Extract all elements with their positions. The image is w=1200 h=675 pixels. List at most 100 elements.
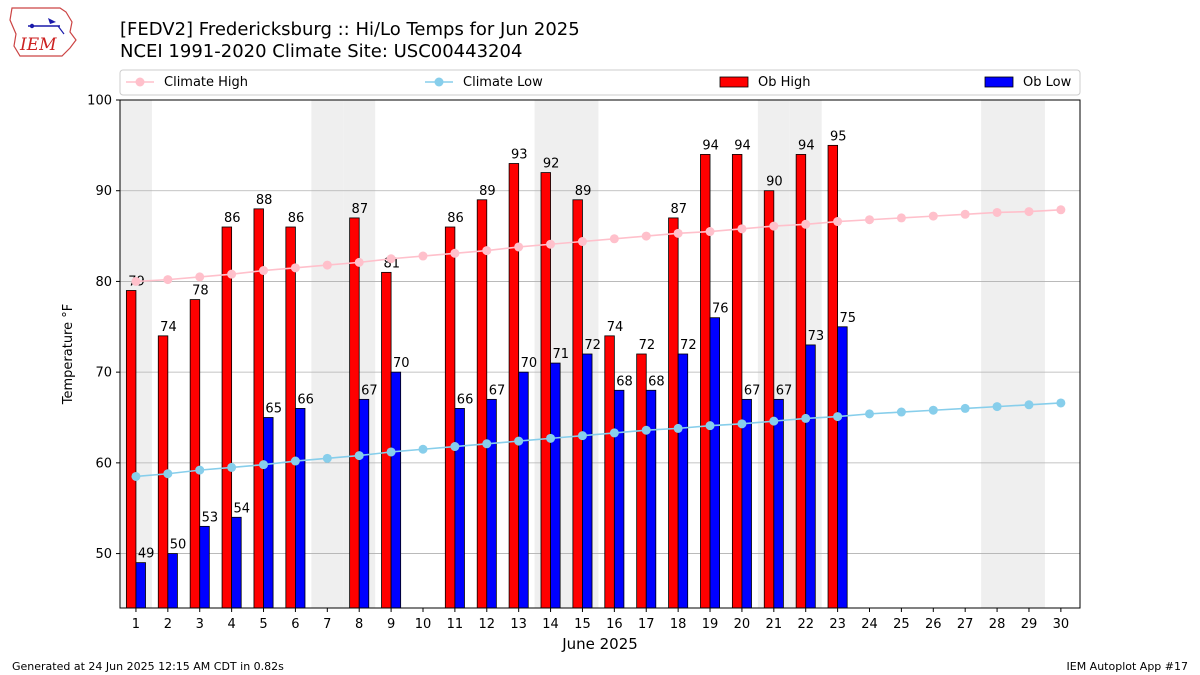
climate-high-point-19 xyxy=(705,227,715,237)
ob-low-label-5: 65 xyxy=(265,402,282,417)
plot-frame xyxy=(119,99,1081,609)
ob-high-label-16: 74 xyxy=(607,320,624,335)
climate-low-point-16 xyxy=(609,428,619,438)
ob-low-bar-6 xyxy=(295,408,306,609)
ob-low-bar-16 xyxy=(613,389,625,609)
climate-high-point-5 xyxy=(259,266,269,276)
x-tick-label-25: 25 xyxy=(893,617,910,632)
climate-low-point-10 xyxy=(418,444,428,454)
x-tick-label-1: 1 xyxy=(132,617,140,632)
ob-high-bar-19 xyxy=(700,154,711,609)
ob-low-label-14: 71 xyxy=(552,347,569,362)
climate-low-point-7 xyxy=(322,453,332,463)
climate-high-point-27 xyxy=(960,209,970,219)
x-tick-label-27: 27 xyxy=(957,617,974,632)
legend-climate-high: Climate High xyxy=(126,75,248,90)
legend-ob-high: Ob High xyxy=(719,75,811,90)
climate-low-point-12 xyxy=(482,439,492,449)
climate-high-point-26 xyxy=(928,211,938,221)
ob-low-label-20: 67 xyxy=(744,383,761,398)
ob-high-bar-14 xyxy=(540,172,551,609)
ob-low-bar-21 xyxy=(773,398,784,609)
climate-high-point-12 xyxy=(482,246,492,256)
chart-title: [FEDV2] Fredericksburg :: Hi/Lo Temps fo… xyxy=(120,19,580,40)
climate-low-point-26 xyxy=(928,405,938,415)
x-tick-label-28: 28 xyxy=(989,617,1006,632)
ob-low-bar-2 xyxy=(167,553,178,609)
climate-high-point-3 xyxy=(195,272,205,282)
climate-low-point-13 xyxy=(514,436,524,446)
x-tick-label-24: 24 xyxy=(861,617,878,632)
x-tick-label-13: 13 xyxy=(510,617,527,632)
climate-high-point-8 xyxy=(354,257,364,267)
climate-low-point-15 xyxy=(577,431,587,441)
x-tick-label-5: 5 xyxy=(259,617,267,632)
climate-high-point-23 xyxy=(833,217,843,227)
climate-high-point-29 xyxy=(1024,207,1034,217)
ob-high-bar-6 xyxy=(285,226,296,609)
ob-low-bar-14 xyxy=(550,362,561,609)
ob-high-label-15: 89 xyxy=(575,184,592,199)
ob-low-label-11: 66 xyxy=(457,392,474,407)
ob-low-label-18: 72 xyxy=(680,338,697,353)
ob-high-label-22: 94 xyxy=(798,138,815,153)
y-tick-label-80: 80 xyxy=(95,275,112,290)
climate-high-point-25 xyxy=(896,213,906,223)
ob-high-label-18: 87 xyxy=(670,202,687,217)
x-tick-label-20: 20 xyxy=(734,617,751,632)
ob-low-bar-20 xyxy=(741,398,752,609)
ob-high-label-20: 94 xyxy=(734,138,751,153)
ob-low-label-15: 72 xyxy=(584,338,601,353)
x-tick-label-11: 11 xyxy=(447,617,464,632)
ob-high-bar-15 xyxy=(572,199,583,609)
climate-high-point-4 xyxy=(227,269,237,279)
climate-high-point-9 xyxy=(386,254,396,264)
ob-high-bar-17 xyxy=(636,353,647,609)
x-tick-label-14: 14 xyxy=(542,617,559,632)
climate-low-point-24 xyxy=(865,409,875,419)
ob-low-bar-17 xyxy=(645,389,657,609)
ob-low-label-1: 49 xyxy=(138,547,155,562)
y-tick-label-100: 100 xyxy=(87,94,112,109)
ob-high-label-13: 93 xyxy=(511,148,528,163)
climate-low-point-14 xyxy=(546,433,556,443)
climate-high-point-28 xyxy=(992,207,1002,217)
legend-label-ob-high: Ob High xyxy=(758,75,811,90)
x-tick-label-26: 26 xyxy=(925,617,942,632)
ob-low-bar-12 xyxy=(486,398,497,609)
ob-high-label-23: 95 xyxy=(830,129,847,144)
climate-high-point-21 xyxy=(769,221,779,231)
x-tick-label-19: 19 xyxy=(702,617,719,632)
ob-low-bar-18 xyxy=(677,353,689,609)
climate-low-point-25 xyxy=(896,407,906,417)
climate-high-point-20 xyxy=(737,224,747,234)
ob-low-bar-8 xyxy=(358,398,370,609)
x-tick-label-4: 4 xyxy=(227,617,235,632)
x-tick-label-3: 3 xyxy=(196,617,204,632)
ob-low-bar-3 xyxy=(199,525,210,609)
ob-high-bar-18 xyxy=(668,217,679,609)
ob-low-label-21: 67 xyxy=(776,383,793,398)
weekend-band-7 xyxy=(311,100,344,608)
climate-low-line xyxy=(135,402,1061,478)
climate-low-point-30 xyxy=(1056,398,1066,408)
legend-label-ob-low: Ob Low xyxy=(1023,75,1072,90)
climate-low-point-17 xyxy=(641,425,651,435)
climate-low-point-5 xyxy=(259,460,269,470)
climate-low-point-27 xyxy=(960,403,970,413)
climate-high-point-1 xyxy=(131,276,141,286)
y-tick-label-50: 50 xyxy=(95,547,112,562)
ob-low-label-12: 67 xyxy=(489,383,506,398)
ob-low-label-19: 76 xyxy=(712,302,729,317)
x-tick-label-15: 15 xyxy=(574,617,591,632)
ob-high-bar-3 xyxy=(189,299,201,609)
climate-low-point-23 xyxy=(833,412,843,422)
ob-high-bar-9 xyxy=(381,271,392,609)
y-axis-label: Temperature °F xyxy=(61,304,76,405)
ob-low-bar-23 xyxy=(837,326,848,609)
ob-high-label-14: 92 xyxy=(543,157,560,172)
ob-low-bar-9 xyxy=(390,371,402,609)
legend-climate-low: Climate Low xyxy=(425,75,543,90)
x-tick-label-21: 21 xyxy=(766,617,783,632)
